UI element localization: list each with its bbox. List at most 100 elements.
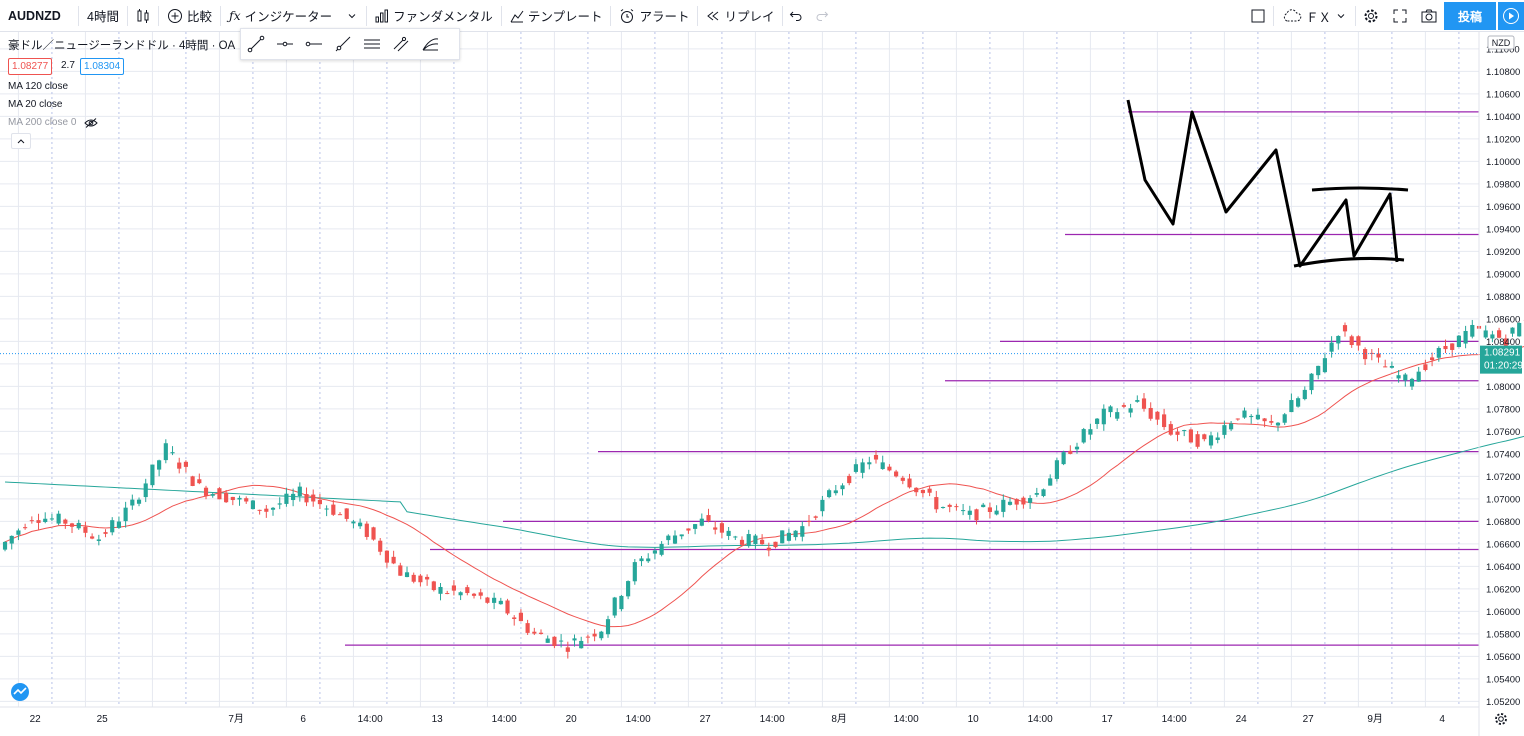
candle-body (371, 527, 376, 540)
horizontal-line-tool[interactable] (270, 29, 299, 59)
candle-body (1510, 327, 1515, 334)
candle-body (760, 539, 765, 545)
candle-body (773, 541, 778, 548)
horizontal-ray-tool[interactable] (299, 29, 328, 59)
settings-button[interactable] (1356, 0, 1386, 32)
fullscreen-icon (1393, 9, 1407, 23)
candle-body (1168, 424, 1173, 435)
fullscreen-button[interactable] (1386, 0, 1414, 32)
candle-body (498, 600, 503, 605)
candle-body (914, 487, 919, 493)
candle-body (217, 488, 222, 500)
indicators-label: インジケーター (244, 10, 333, 24)
candle-body (894, 471, 899, 477)
trend-line-icon (247, 35, 264, 53)
price-tick-label: 1.07000 (1486, 494, 1520, 505)
candle-body (250, 500, 255, 510)
ask-price-box[interactable]: 1.08304 (80, 58, 125, 75)
candle-body (404, 572, 410, 578)
candle-body (157, 460, 162, 470)
ma200-legend[interactable]: MA 200 close 0 (8, 117, 99, 128)
ma20-legend[interactable]: MA 20 close (8, 99, 62, 110)
symbol-search[interactable]: AUDNZD (0, 0, 78, 32)
alert-button[interactable]: アラート (611, 0, 697, 32)
horizontal-ray-icon (305, 41, 322, 47)
eye-hidden-icon[interactable] (84, 117, 99, 128)
snapshot-button[interactable] (1414, 0, 1444, 32)
candle-body (311, 494, 316, 502)
candle-body (1503, 338, 1508, 346)
candle-body (1336, 335, 1341, 344)
trend-line-tool[interactable] (241, 29, 270, 59)
ray-tool[interactable] (328, 29, 357, 59)
time-axis: 22 25 7月 6 14:00 13 14:00 20 14:00 27 14:00 8月 14:00… (30, 713, 1446, 725)
indicators-fx-icon: ƒx (228, 8, 241, 23)
camera-icon (1421, 9, 1437, 23)
post-button[interactable]: 投稿 (1443, 2, 1496, 30)
candle-body (69, 523, 75, 527)
price-tick-label: 1.06600 (1486, 539, 1520, 550)
separator (219, 5, 221, 26)
play-button[interactable] (1498, 2, 1524, 30)
parallel-channel-tool[interactable] (357, 29, 386, 59)
price-tick-label: 1.09200 (1486, 247, 1520, 258)
fundamental-button[interactable]: ファンダメンタル (367, 0, 501, 32)
layout-button[interactable] (1243, 0, 1273, 32)
separator (78, 5, 79, 26)
candle-body (1490, 334, 1495, 339)
fundamental-chart-icon (375, 9, 389, 22)
candle-body (465, 587, 470, 594)
candle-body (277, 503, 282, 505)
collapse-legend-button[interactable] (11, 133, 31, 149)
fib-channel-icon (422, 38, 438, 51)
post-label: 投稿 (1457, 9, 1482, 24)
cloud-icon (1283, 9, 1302, 22)
candle-body (585, 636, 590, 638)
bid-price-box[interactable]: 1.08277 (8, 58, 53, 75)
ma120-path (4, 435, 1524, 548)
candle-body (994, 510, 999, 515)
ray-icon (335, 36, 350, 52)
fib-channel-tool[interactable] (415, 29, 444, 59)
ma120-label: MA 120 close (8, 81, 69, 92)
candle-body (116, 521, 121, 528)
time-tick-label: 27 (1303, 714, 1315, 725)
ma120-legend[interactable]: MA 120 close (8, 81, 68, 92)
redo-button[interactable] (809, 0, 835, 32)
candle-body (813, 516, 818, 518)
time-tick-label: 7月 (228, 713, 244, 725)
candle-body (646, 558, 651, 562)
candle-body (686, 528, 691, 531)
series-title[interactable]: 豪ドル／ニュージーランドドル · 4時間 · OA (8, 37, 235, 53)
candle-body (525, 623, 530, 633)
candle-body (458, 592, 463, 596)
price-chart[interactable]: 1.11000 1.10800 1.10600 1.10400 1.10200 1.100… (0, 32, 1524, 736)
candle-body (257, 509, 262, 511)
candle-body (1034, 493, 1039, 495)
price-tick-label: 1.06800 (1486, 517, 1520, 528)
template-button[interactable]: テンプレート (502, 0, 611, 32)
indicators-button[interactable]: ƒx インジケーター (221, 0, 366, 32)
candle-body (291, 493, 296, 501)
current-price-value: 1.08291 (1484, 348, 1521, 359)
layout-name: ＦＸ (1305, 10, 1331, 25)
candle-body (49, 518, 55, 520)
candle-body (632, 562, 637, 582)
candle-body (706, 515, 711, 521)
candle-body (1101, 408, 1106, 425)
price-tick-label: 1.05400 (1486, 674, 1520, 685)
candle-body (177, 462, 182, 469)
disjoint-channel-tool[interactable] (386, 29, 415, 59)
time-tick-label: 13 (432, 714, 444, 725)
candle-body (746, 534, 751, 547)
compare-button[interactable]: 比較 (159, 0, 220, 32)
candle-body (679, 534, 684, 537)
candle-body (43, 518, 48, 522)
candle-body (1182, 430, 1187, 432)
save-layout-button[interactable]: ＦＸ (1274, 0, 1355, 32)
interval-button[interactable]: 4時間 (79, 0, 127, 32)
replay-button[interactable]: リプレイ (698, 0, 782, 32)
bars-style-button[interactable] (128, 0, 158, 32)
undo-button[interactable] (783, 0, 809, 32)
candle-body (358, 522, 363, 527)
